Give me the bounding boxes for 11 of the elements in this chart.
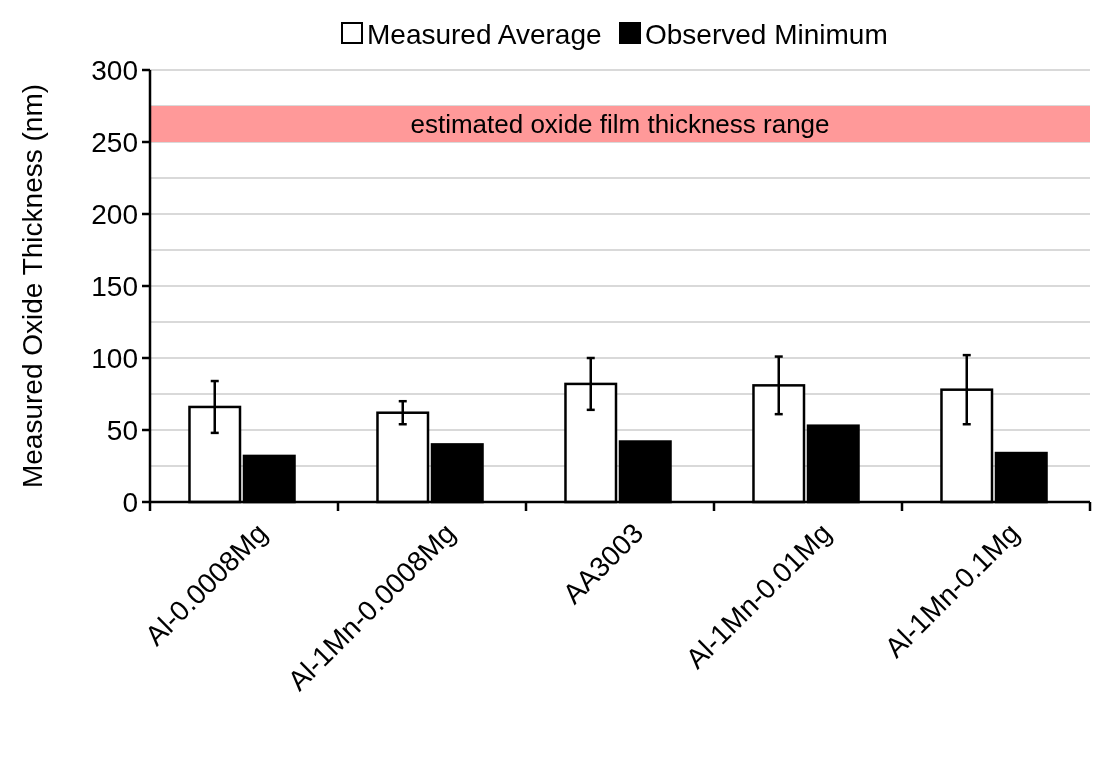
legend-label: Observed Minimum: [645, 18, 888, 50]
band-label: estimated oxide film thickness range: [410, 109, 830, 140]
y-tick-label: 50: [106, 414, 138, 446]
y-tick-label: 200: [91, 198, 138, 230]
legend-label: Measured Average: [367, 18, 602, 50]
y-axis-title: Measured Oxide Thickness (nm): [17, 83, 48, 489]
y-tick-label: 300: [91, 54, 138, 86]
y-tick-label: 0: [122, 486, 138, 518]
y-tick-label: 150: [91, 270, 138, 302]
y-tick-label: 100: [91, 342, 138, 374]
y-tick-label: 250: [91, 126, 138, 158]
